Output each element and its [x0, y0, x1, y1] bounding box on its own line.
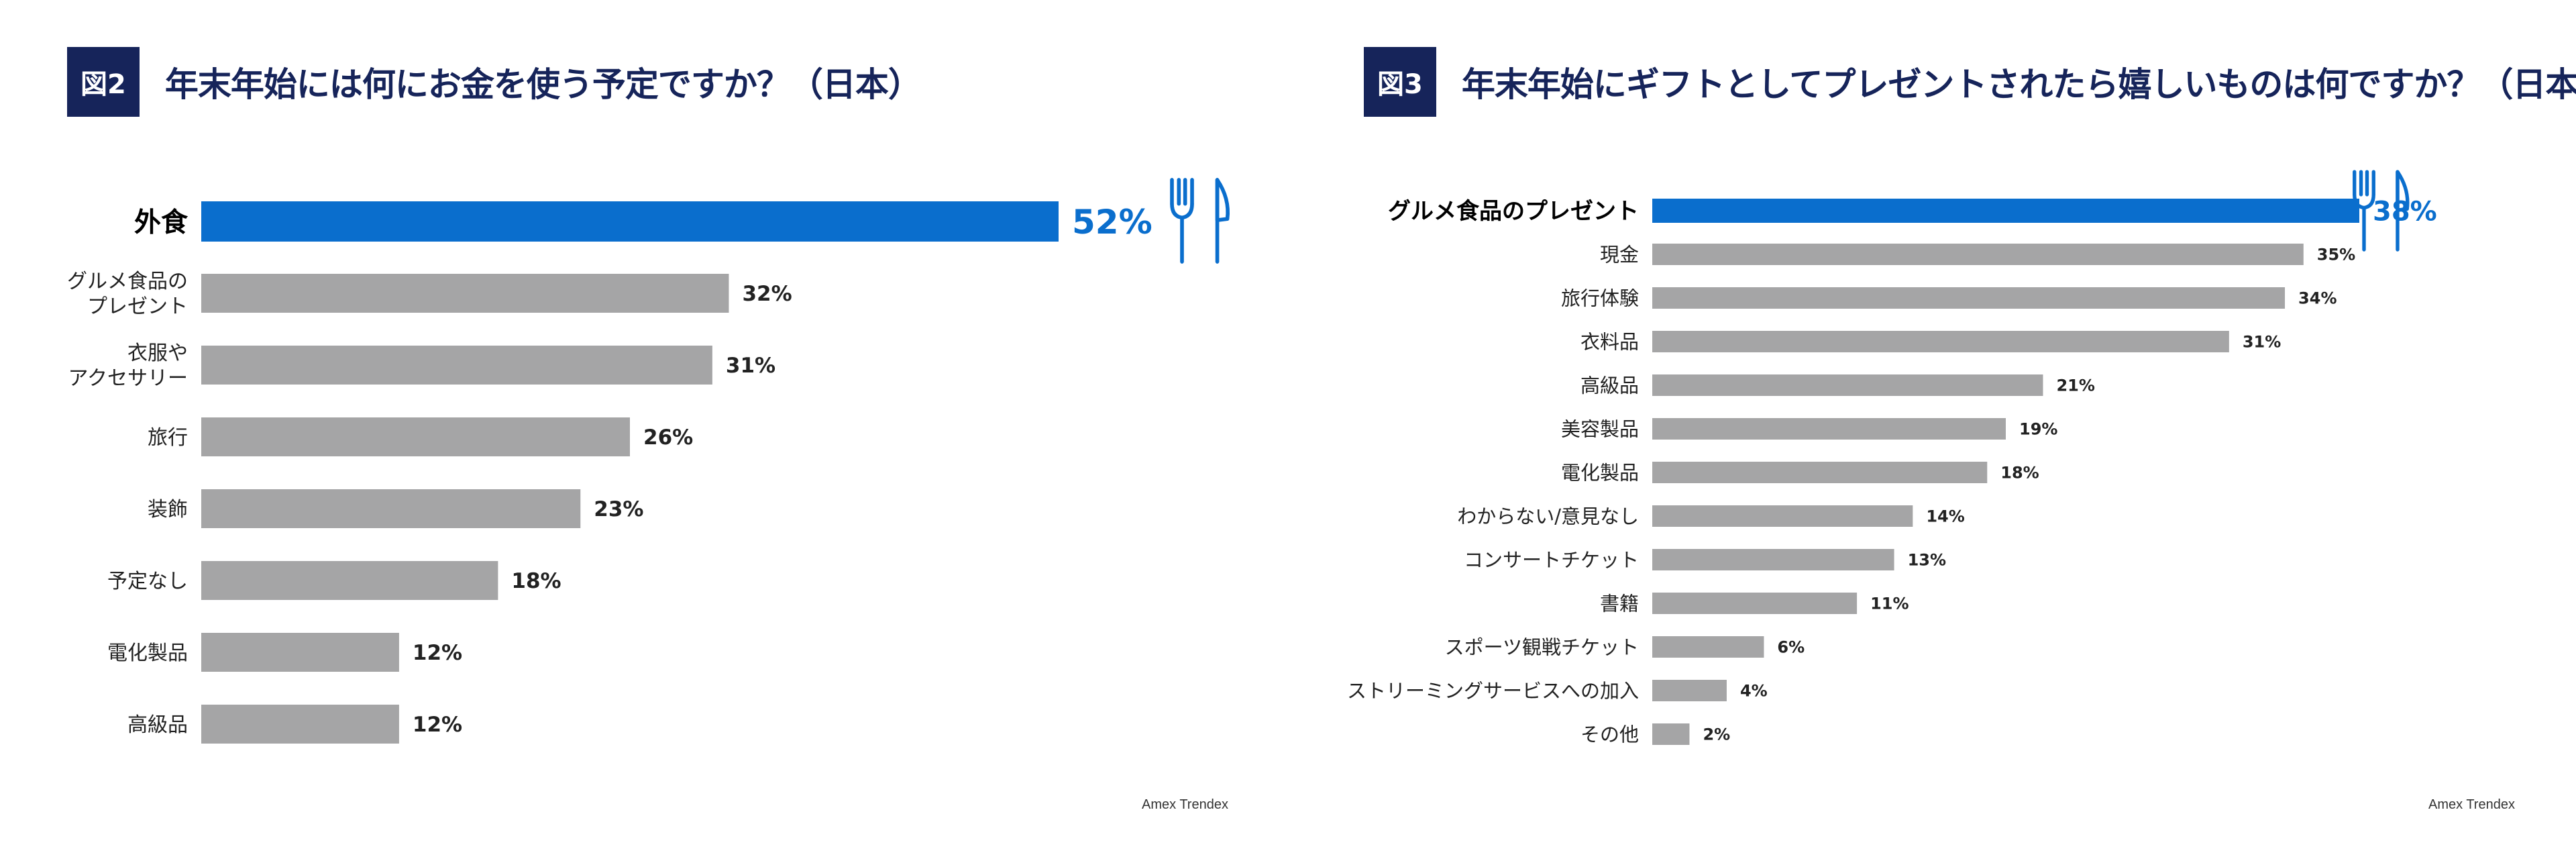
bar [201, 346, 712, 385]
bar [201, 489, 581, 528]
category-label: わからない/意見なし [1457, 505, 1639, 527]
figure-title: 年末年始には何にお金を使う予定ですか？（日本） [164, 65, 922, 104]
figure-badge: 図3 [1364, 47, 1436, 117]
figure-badge: 図2 [67, 47, 140, 117]
figure-title: 年末年始にギフトとしてプレゼントされたら嬉しいものは何ですか？（日本） [1461, 65, 2576, 104]
bar [1652, 505, 1913, 527]
bar [1652, 287, 2286, 309]
category-label: 高級品 [127, 713, 188, 737]
bar [1652, 723, 1690, 745]
value-label: 19% [2019, 420, 2057, 439]
cutlery-icon [2353, 170, 2410, 252]
category-label: 旅行体験 [1561, 287, 1639, 309]
value-label: 21% [2056, 376, 2094, 395]
category-label: 現金 [1600, 243, 1639, 266]
category-label: 外食 [134, 207, 189, 238]
category-label: 電化製品 [1561, 461, 1639, 484]
bar [201, 274, 729, 313]
bar [201, 633, 399, 672]
value-label: 34% [2298, 289, 2337, 308]
bar [201, 417, 630, 456]
value-label: 6% [1777, 638, 1805, 657]
bar [1652, 244, 2304, 265]
bar [1652, 636, 1764, 658]
category-label: 衣料品 [1580, 330, 1639, 353]
value-label: 31% [2243, 333, 2281, 352]
value-label: 18% [2000, 464, 2039, 483]
category-label: スポーツ観戦チケット [1445, 636, 1639, 658]
category-label: グルメ食品のプレゼント [67, 270, 188, 319]
value-label: 23% [594, 497, 643, 521]
bar-chart: 外食 52% グルメ食品のプレゼント 32% 衣服やアクセサリー 31% 旅行 26% 装飾 23… [67, 178, 1230, 744]
value-label: 4% [1740, 682, 1768, 701]
category-label: 美容製品 [1561, 417, 1639, 440]
value-label: 13% [1908, 551, 1946, 570]
category-label: 衣服やアクセサリー [68, 342, 189, 391]
source-label: Amex Trendex [1142, 797, 1228, 812]
figure-3-panel: 図3 年末年始にギフトとしてプレゼントされたら嬉しいものは何ですか？（日本） グ… [1288, 0, 2576, 859]
bar [1652, 462, 1988, 483]
category-label: その他 [1580, 723, 1639, 746]
value-label: 14% [1926, 507, 1964, 526]
category-label: 書籍 [1600, 592, 1639, 615]
value-label: 52% [1072, 203, 1152, 242]
bar [1652, 418, 2006, 440]
bar [1652, 549, 1894, 570]
value-label: 26% [643, 425, 693, 450]
figure-2-panel: 図2 年末年始には何にお金を使う予定ですか？（日本） 外食 52% グルメ食品のプレ… [67, 47, 1230, 812]
value-label: 2% [1703, 725, 1730, 744]
category-label: コンサートチケット [1464, 548, 1639, 571]
category-label: 装飾 [148, 498, 188, 521]
value-label: 38% [2373, 196, 2437, 227]
figure-header: 図3 年末年始にギフトとしてプレゼントされたら嬉しいものは何ですか？（日本） [1364, 47, 2576, 117]
bar-chart: グルメ食品のプレゼント 38% 現金 35% 旅行体験 34% 衣料品 31% 高級品 21% 美容… [1347, 170, 2437, 746]
category-label: 旅行 [148, 426, 188, 450]
figure-header: 図2 年末年始には何にお金を使う予定ですか？（日本） [67, 47, 922, 117]
bar [1652, 331, 2229, 352]
value-label: 32% [742, 282, 792, 306]
value-label: 12% [413, 641, 462, 665]
bar [201, 561, 498, 600]
category-label: 予定なし [107, 570, 188, 593]
value-label: 35% [2317, 246, 2355, 264]
category-label: ストリーミングサービスへの加入 [1347, 679, 1639, 702]
category-label: 電化製品 [107, 642, 188, 665]
highlight-bar [201, 201, 1059, 242]
highlight-bar [1652, 199, 2359, 223]
value-label: 31% [726, 354, 775, 378]
category-label: 高級品 [1580, 374, 1639, 397]
bar [1652, 680, 1727, 701]
cutlery-icon [1170, 178, 1230, 264]
bar [1652, 593, 1858, 614]
value-label: 11% [1870, 595, 1909, 613]
category-label: グルメ食品のプレゼント [1388, 198, 1639, 225]
bar [1652, 374, 2043, 396]
value-label: 18% [511, 569, 561, 593]
bar [201, 705, 399, 744]
value-label: 12% [413, 713, 462, 737]
source-label: Amex Trendex [2428, 797, 2515, 812]
